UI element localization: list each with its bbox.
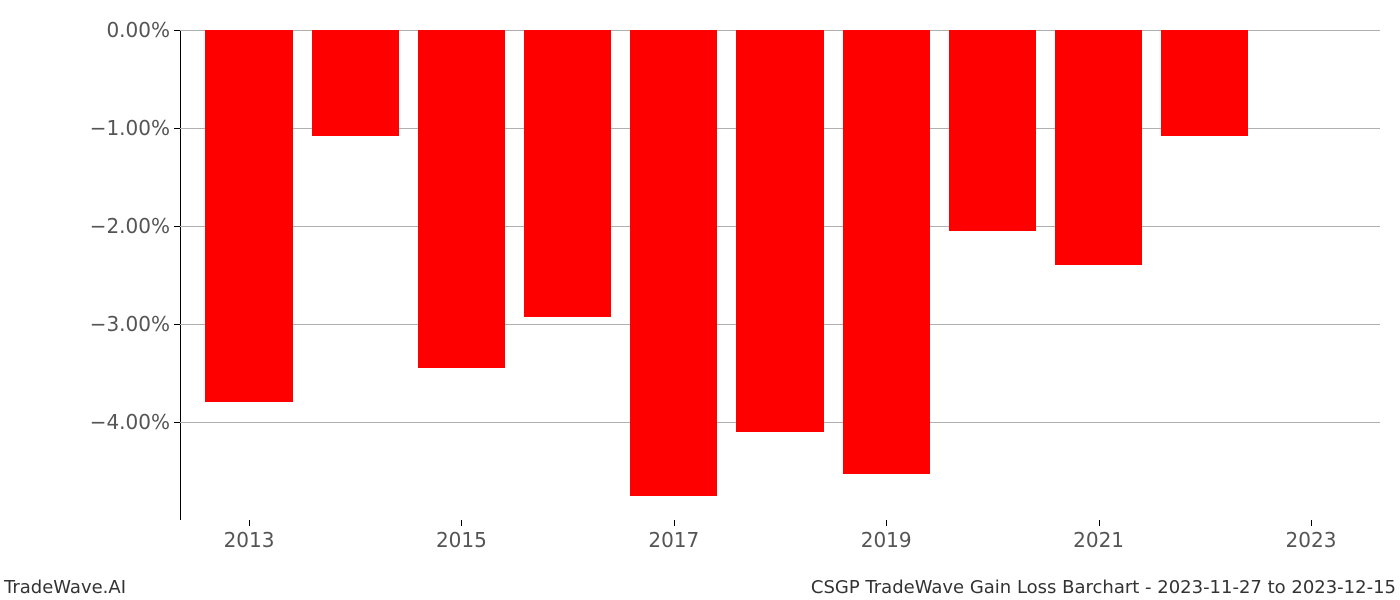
bar — [1055, 30, 1142, 265]
bar — [949, 30, 1036, 231]
axis-left-spine — [180, 30, 181, 520]
bar — [205, 30, 292, 402]
x-tick-label: 2021 — [1073, 520, 1124, 552]
bar — [418, 30, 505, 368]
bar — [630, 30, 717, 496]
bar — [843, 30, 930, 474]
x-tick-label: 2023 — [1286, 520, 1337, 552]
x-tick-label: 2015 — [436, 520, 487, 552]
y-tick-label: −1.00% — [90, 116, 180, 140]
y-tick-label: 0.00% — [106, 18, 180, 42]
bar — [312, 30, 399, 136]
x-tick-label: 2017 — [648, 520, 699, 552]
bar — [524, 30, 611, 317]
y-tick-label: −4.00% — [90, 410, 180, 434]
watermark-left: TradeWave.AI — [4, 577, 126, 598]
x-tick-label: 2013 — [224, 520, 275, 552]
x-tick-label: 2019 — [861, 520, 912, 552]
plot-area: 0.00%−1.00%−2.00%−3.00%−4.00%20132015201… — [180, 30, 1380, 520]
y-tick-label: −3.00% — [90, 312, 180, 336]
chart-container: 0.00% −1.00% −2.00% −3.00% −4.00% 2013 2015 201… — [0, 0, 1400, 600]
bar — [736, 30, 823, 432]
bar — [1161, 30, 1248, 136]
y-tick-label: −2.00% — [90, 214, 180, 238]
caption-right: CSGP TradeWave Gain Loss Barchart - 2023… — [811, 577, 1396, 598]
